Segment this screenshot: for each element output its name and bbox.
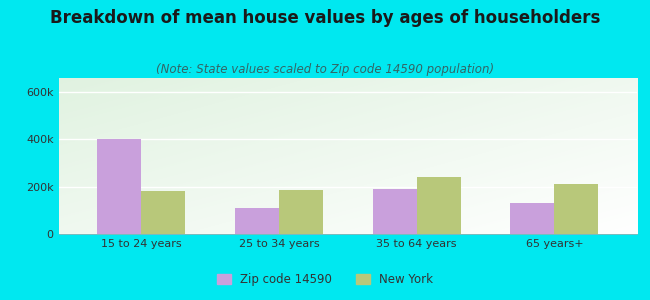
Bar: [235, 208, 279, 234]
Bar: [554, 184, 599, 234]
Bar: [97, 140, 141, 234]
Bar: [141, 191, 185, 234]
Text: Breakdown of mean house values by ages of householders: Breakdown of mean house values by ages o…: [50, 9, 600, 27]
Bar: [279, 190, 323, 234]
Bar: [510, 203, 554, 234]
Bar: [417, 177, 461, 234]
Bar: [372, 189, 417, 234]
Text: (Note: State values scaled to Zip code 14590 population): (Note: State values scaled to Zip code 1…: [156, 63, 494, 76]
Legend: Zip code 14590, New York: Zip code 14590, New York: [212, 269, 438, 291]
